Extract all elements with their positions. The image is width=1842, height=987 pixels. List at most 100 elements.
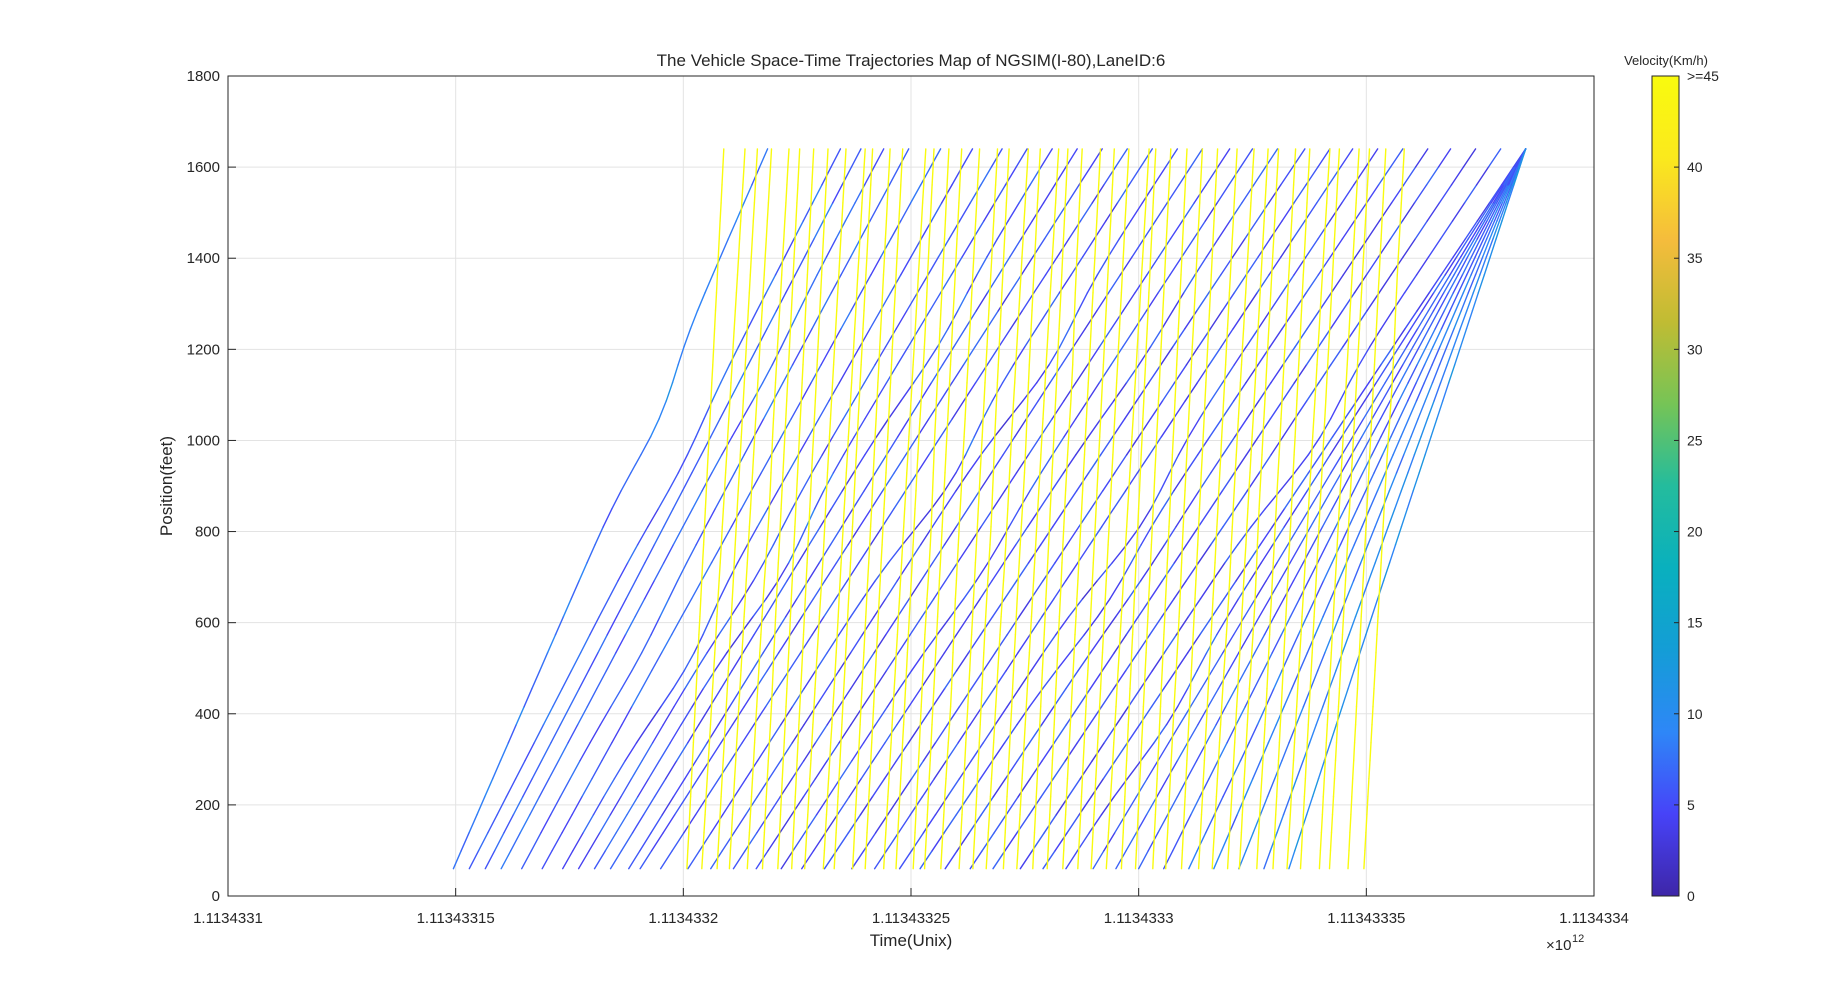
trajectory-segment	[1188, 382, 1192, 402]
trajectory-segment	[729, 616, 732, 636]
trajectory-segment	[1095, 490, 1098, 510]
trajectory-segment	[1107, 274, 1122, 294]
trajectory-segment	[949, 346, 953, 366]
trajectory-segment	[1000, 598, 1003, 618]
trajectory-segment	[1183, 490, 1186, 510]
trajectory-segment	[746, 310, 749, 330]
trajectory-segment	[1032, 850, 1035, 870]
trajectory-segment	[1122, 328, 1136, 348]
trajectory-segment	[815, 688, 828, 708]
trajectory-segment	[1147, 598, 1150, 618]
trajectory-segment	[961, 238, 974, 258]
trajectory-segment	[1356, 490, 1367, 510]
trajectory-segment	[1226, 724, 1237, 744]
trajectory-segment	[731, 580, 734, 600]
trajectory-segment	[815, 796, 830, 816]
trajectory-segment	[1354, 202, 1357, 222]
trajectory-segment	[659, 850, 673, 870]
y-tick-label: 200	[195, 797, 220, 814]
trajectory-segment	[728, 688, 742, 708]
trajectory-segment	[1143, 364, 1147, 384]
trajectory-segment	[724, 454, 728, 474]
trajectory-segment	[947, 400, 950, 420]
trajectory-segment	[1149, 544, 1153, 564]
trajectory-segment	[756, 508, 769, 528]
trajectory-segment	[1291, 760, 1295, 780]
trajectory-segment	[1117, 328, 1121, 348]
trajectory-segment	[1223, 364, 1227, 384]
trajectory-segment	[1103, 598, 1107, 618]
trajectory-segment	[1327, 328, 1331, 348]
trajectory-segment	[1031, 202, 1045, 222]
trajectory-segment	[869, 508, 873, 528]
trajectory-segment	[1370, 724, 1373, 744]
trajectory-segment	[1452, 274, 1464, 294]
trajectory-segment	[1226, 850, 1230, 870]
trajectory-segment	[1159, 688, 1163, 708]
trajectory-segment	[978, 472, 981, 492]
trajectory-segment	[1203, 742, 1207, 762]
trajectory-segment	[728, 346, 740, 366]
trajectory-segment	[1367, 562, 1376, 582]
trajectory-segment	[921, 184, 925, 204]
trajectory-segment	[1111, 454, 1114, 474]
trajectory-segment	[911, 544, 914, 564]
trajectory-segment	[1037, 742, 1040, 762]
trajectory-segment	[1141, 184, 1155, 204]
trajectory-segment	[1315, 706, 1324, 726]
trajectory-segment	[885, 454, 888, 474]
trajectory-segment	[941, 832, 944, 852]
trajectory-segment	[1376, 292, 1379, 312]
trajectory-segment	[1417, 400, 1427, 420]
trajectory-segment	[903, 508, 906, 528]
trajectory-segment	[1073, 634, 1076, 654]
trajectory-segment	[1196, 436, 1211, 456]
trajectory-segment	[1287, 544, 1291, 564]
trajectory-segment	[1365, 148, 1379, 168]
trajectory-segment	[808, 778, 811, 798]
trajectory-segment	[1246, 706, 1250, 726]
colorbar-tick-label: 15	[1687, 615, 1703, 631]
trajectory-segment	[975, 202, 978, 222]
trajectory-segment	[936, 616, 952, 636]
trajectory-segment	[1004, 202, 1008, 222]
trajectory-segment	[1286, 292, 1289, 312]
trajectory-segment	[1109, 202, 1113, 222]
trajectory-segment	[747, 310, 758, 330]
trajectory-segment	[1227, 580, 1231, 600]
trajectory-segment	[840, 544, 843, 564]
trajectory-segment	[1045, 580, 1048, 600]
trajectory-segment	[1171, 724, 1174, 744]
trajectory-segment	[743, 364, 746, 384]
trajectory-segment	[649, 418, 660, 438]
trajectory-segment	[1256, 526, 1259, 546]
trajectory-segment	[781, 760, 784, 780]
trajectory-segment	[1239, 634, 1242, 654]
trajectory-segment	[1152, 544, 1166, 564]
chart-title: The Vehicle Space-Time Trajectories Map …	[657, 51, 1166, 70]
trajectory-segment	[918, 310, 931, 330]
trajectory-segment	[1076, 724, 1091, 744]
trajectory-segment	[1358, 346, 1371, 366]
trajectory-segment	[1380, 220, 1383, 240]
trajectory-segment	[853, 814, 857, 834]
trajectory-segment	[791, 274, 794, 294]
trajectory-segment	[959, 166, 962, 186]
trajectory-segment	[967, 454, 982, 474]
trajectory-segment	[778, 292, 782, 312]
trajectory-segment	[1052, 724, 1055, 744]
trajectory-segment	[875, 634, 879, 654]
trajectory-segment	[1209, 634, 1212, 654]
trajectory-segment	[1306, 382, 1320, 402]
trajectory-segment	[1384, 148, 1387, 168]
trajectory-segment	[1003, 832, 1006, 852]
trajectory-segment	[1395, 346, 1408, 366]
trajectory-segment	[1305, 796, 1314, 816]
colorbar-tick-label: 35	[1687, 250, 1703, 266]
trajectory-segment	[631, 814, 645, 834]
trajectory-segment	[1211, 850, 1214, 870]
trajectory-segment	[1168, 508, 1171, 528]
trajectory-segment	[1305, 274, 1320, 294]
trajectory-segment	[559, 706, 571, 726]
trajectory-segment	[1267, 634, 1271, 654]
